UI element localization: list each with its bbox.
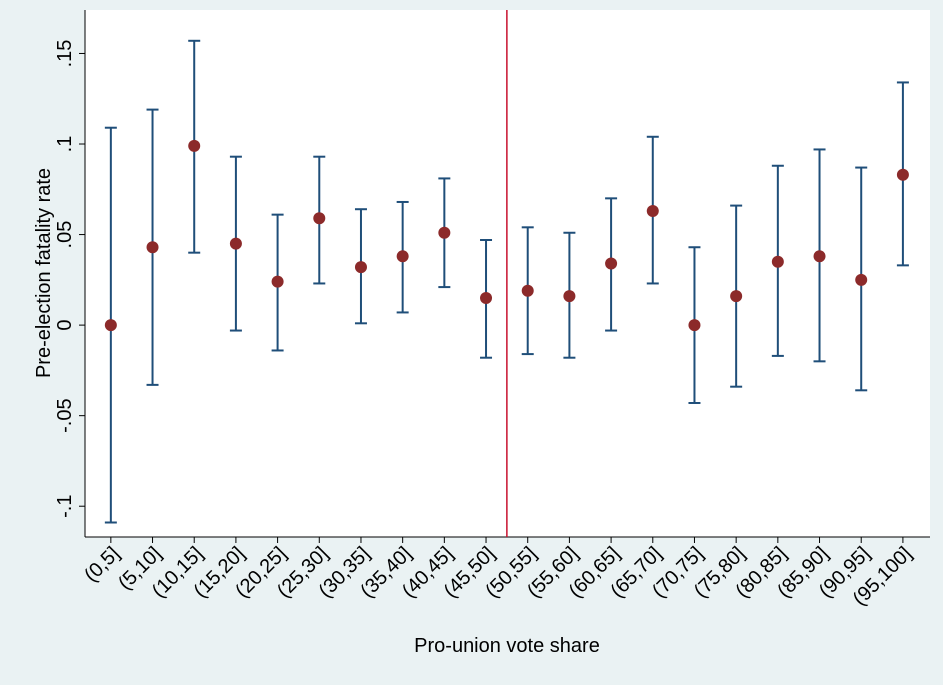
- point: [396, 250, 409, 263]
- point: [813, 250, 826, 263]
- y-tick-label: -.05: [54, 398, 76, 432]
- y-tick-label: .1: [54, 136, 76, 153]
- y-tick-label: .15: [54, 40, 76, 68]
- point: [146, 241, 159, 254]
- y-tick-label: 0: [54, 320, 76, 331]
- point: [521, 284, 534, 297]
- x-axis-title: Pro-union vote share: [414, 635, 600, 657]
- point: [646, 205, 659, 218]
- point: [313, 212, 326, 225]
- point: [605, 257, 618, 270]
- point: [855, 273, 868, 286]
- point: [229, 237, 242, 250]
- y-tick-label: -.1: [54, 495, 76, 518]
- point: [563, 290, 576, 303]
- point: [438, 226, 451, 239]
- y-axis-title: Pre-election fatality rate: [33, 168, 55, 378]
- point: [354, 261, 367, 274]
- point: [271, 275, 284, 288]
- point: [730, 290, 743, 303]
- point: [688, 319, 701, 332]
- y-tick-label: .05: [54, 221, 76, 249]
- point: [896, 168, 909, 181]
- point: [480, 291, 493, 304]
- point: [104, 319, 117, 332]
- point: [188, 139, 201, 152]
- point: [771, 255, 784, 268]
